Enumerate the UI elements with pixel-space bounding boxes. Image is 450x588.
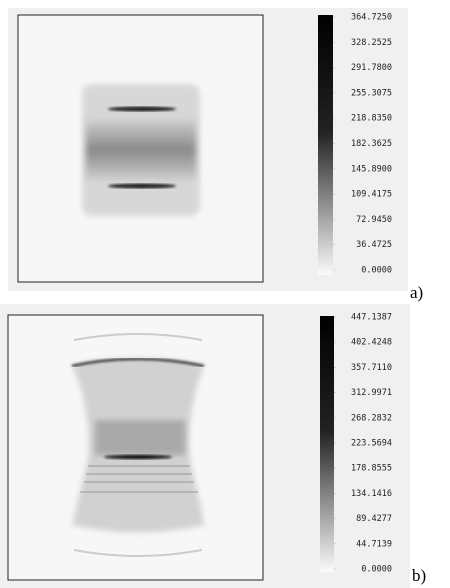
tick-label: 0.0000: [361, 565, 392, 575]
tick-label: 364.7250: [351, 13, 392, 23]
tick-label: 109.4175: [351, 190, 392, 200]
tick-label: 178.8555: [351, 464, 392, 474]
intensity-map: [72, 334, 204, 556]
tick-label: 72.9450: [356, 215, 392, 225]
tick-label: 328.2525: [351, 38, 392, 48]
tick-label: 0.0000: [361, 266, 392, 276]
figure: a) b) 364.7250 328.2525 291.7800 255.3075 21…: [0, 0, 450, 588]
tick-label: 357.7110: [351, 363, 392, 373]
panel-label: a): [410, 283, 423, 302]
tick-label: 291.7800: [351, 63, 392, 73]
tick-label: 447.1387: [351, 313, 392, 323]
panel-label: b): [412, 566, 426, 585]
tick-label: 44.7139: [356, 539, 392, 549]
tick-label: 312.9971: [351, 388, 392, 398]
tick-label: 145.8900: [351, 164, 392, 174]
tick-label: 89.4277: [356, 514, 392, 524]
tick-label: 218.8350: [351, 114, 392, 124]
intensity-map: [82, 84, 200, 216]
tick-label: 255.3075: [351, 88, 392, 98]
tick-label: 182.3625: [351, 139, 392, 149]
tick-label: 134.1416: [351, 489, 392, 499]
colorbar: [320, 316, 334, 572]
tick-label: 223.5694: [351, 438, 392, 448]
tick-label: 36.4725: [356, 240, 392, 250]
colorbar: [318, 15, 333, 275]
tick-label: 268.2832: [351, 413, 392, 423]
tick-label: 402.4248: [351, 338, 392, 348]
